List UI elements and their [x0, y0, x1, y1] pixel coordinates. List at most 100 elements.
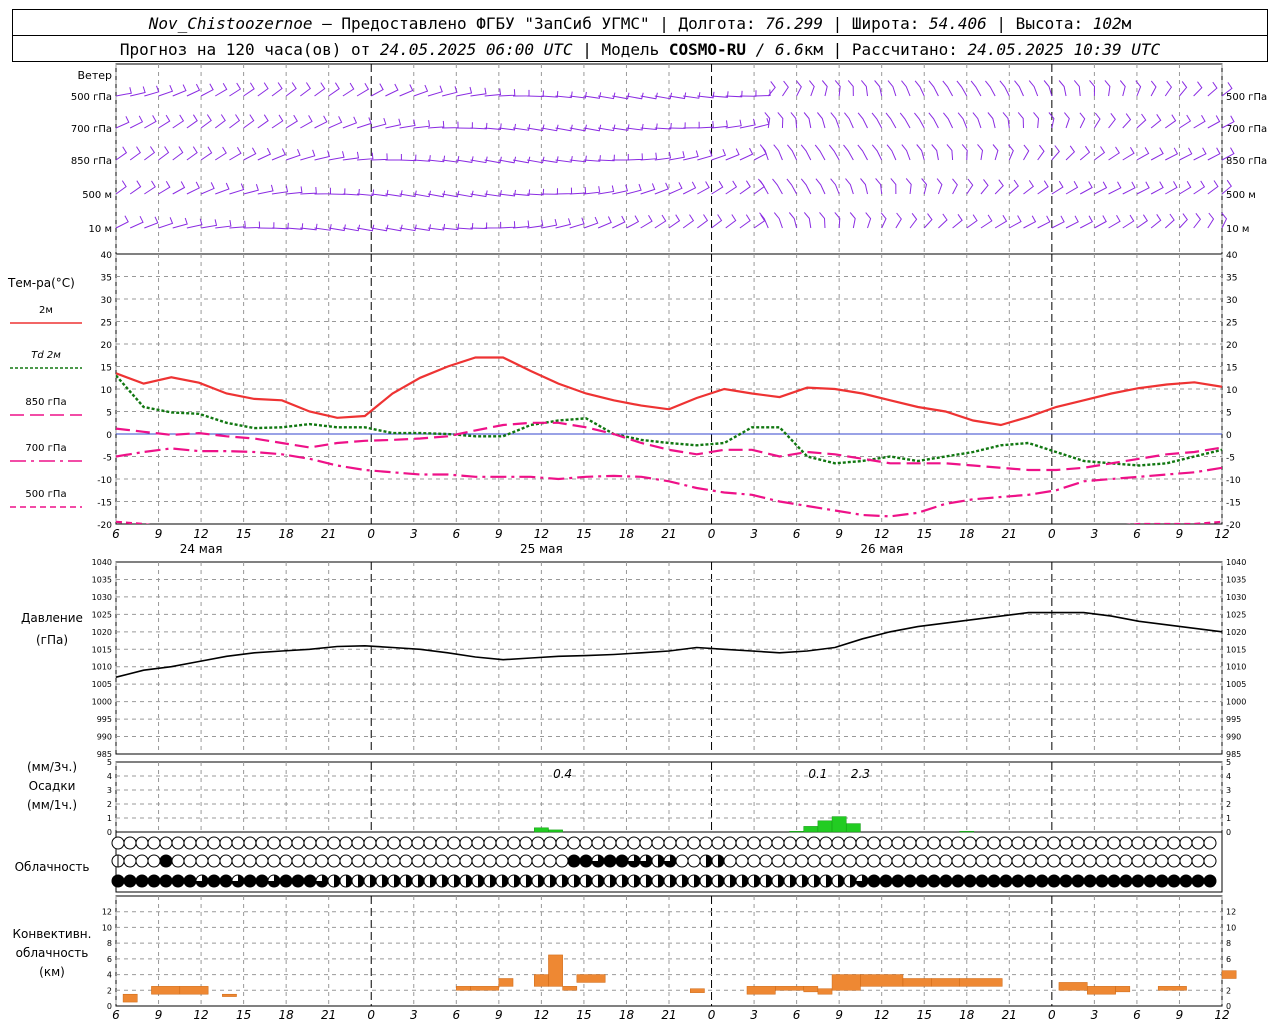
wind-barb — [772, 178, 783, 195]
wind-barb — [936, 178, 943, 195]
cloud-symbol — [1191, 836, 1205, 850]
cloud-circle — [759, 836, 773, 850]
wind-barb — [711, 91, 729, 98]
cloud-circle — [579, 836, 593, 850]
cloud-symbol — [651, 874, 665, 888]
wind-barb — [1164, 114, 1177, 129]
conv-ytick-left: 10 — [102, 923, 112, 932]
wind-barb — [186, 181, 200, 195]
cloud-circle — [903, 836, 917, 850]
cloud-symbol — [615, 854, 629, 868]
cloud-symbol — [603, 854, 617, 868]
cloud-symbol — [771, 854, 785, 868]
wind-barb — [115, 116, 130, 129]
cloud-fill-full — [928, 875, 940, 887]
temp-xtick: 3 — [1091, 527, 1099, 541]
wind-barb — [1037, 144, 1045, 161]
wind-barb — [356, 224, 375, 232]
wind-barb — [1051, 215, 1065, 229]
cloud-symbol — [915, 836, 929, 850]
cloud-circle — [1203, 836, 1217, 850]
wind-barb — [484, 88, 502, 97]
wind-barb — [814, 144, 826, 161]
cloud-circle — [963, 854, 977, 868]
cloud-symbol — [543, 874, 557, 888]
cloud-symbol — [411, 836, 425, 850]
wind-barb — [243, 82, 255, 97]
cloud-circle — [723, 854, 737, 868]
press-ytick-right: 995 — [1226, 715, 1241, 724]
cloud-symbol — [831, 874, 845, 888]
wind-barb — [1065, 181, 1079, 195]
cloud-symbol — [315, 836, 329, 850]
wind-barb — [1221, 212, 1228, 229]
cloud-symbol — [483, 836, 497, 850]
wind-barb — [759, 212, 769, 229]
conv-bar — [456, 986, 471, 991]
wind-barb — [754, 89, 771, 97]
cloud-fill-half — [766, 875, 772, 887]
precip-ytick-left: 5 — [107, 758, 112, 767]
wind-barb — [314, 224, 332, 231]
wind-barb — [1023, 180, 1034, 195]
wind-barb — [683, 150, 699, 161]
wind-barb — [115, 215, 129, 229]
wind-barb — [413, 224, 431, 231]
wind-barb — [739, 118, 756, 129]
cloud-symbol — [1095, 836, 1109, 850]
wind-barb — [626, 183, 642, 195]
wind-barb — [470, 190, 488, 198]
wind-barb — [569, 91, 587, 99]
temp-xtick: 6 — [1133, 527, 1141, 541]
cloud-symbol — [987, 854, 1001, 868]
cloud-circle — [423, 836, 437, 850]
wind-barb — [328, 151, 345, 161]
cloud-symbol — [411, 874, 425, 888]
cloud-circle — [1023, 836, 1037, 850]
wind-barb — [921, 178, 928, 195]
wind-barb — [186, 83, 201, 97]
temp-xtick: 0 — [367, 527, 375, 541]
cloud-symbol — [1071, 874, 1085, 888]
wind-barb — [821, 80, 828, 97]
cloud-circle — [663, 836, 677, 850]
cloud-fill-full — [256, 875, 268, 887]
cloud-fill-three-quarter — [640, 855, 652, 867]
cloud-fill-full — [136, 875, 148, 887]
wind-barb — [399, 190, 417, 198]
wind-barb — [484, 123, 502, 130]
cloud-symbol — [279, 874, 293, 888]
wind-barb — [342, 82, 355, 97]
wind-barb — [158, 85, 174, 97]
wind-barb — [442, 190, 460, 198]
temp-ytick-right: -5 — [1226, 454, 1235, 464]
temp-ytick-right: 40 — [1226, 251, 1238, 261]
cloud-symbol — [915, 854, 929, 868]
cloud-circle — [147, 854, 161, 868]
cloud-symbol — [351, 874, 365, 888]
cloud-symbol — [291, 874, 305, 888]
conv-xtick: 12 — [874, 1008, 889, 1022]
cloud-symbol — [423, 854, 437, 868]
cloud-symbol — [327, 836, 341, 850]
cloud-symbol — [1047, 874, 1061, 888]
cloud-symbol — [519, 854, 533, 868]
cloud-circle — [987, 854, 1001, 868]
cloud-circle — [291, 854, 305, 868]
wind-barb — [129, 146, 141, 161]
cloud-circle — [183, 836, 197, 850]
wind-barb — [612, 184, 629, 195]
wind-barb — [725, 180, 738, 195]
wind-barb — [583, 216, 599, 229]
altitude-value: 102 — [1092, 14, 1122, 33]
cloud-symbol — [603, 836, 617, 850]
conv-ytick-right: 0 — [1226, 1002, 1231, 1011]
cloud-symbol — [207, 836, 221, 850]
conv-bar — [534, 974, 549, 987]
cloud-circle — [567, 836, 581, 850]
conv-bar — [122, 993, 138, 1003]
wind-barb — [583, 155, 601, 162]
cloud-circle — [1203, 854, 1217, 868]
cloud-symbol — [1059, 854, 1073, 868]
wind-barb — [371, 224, 389, 232]
